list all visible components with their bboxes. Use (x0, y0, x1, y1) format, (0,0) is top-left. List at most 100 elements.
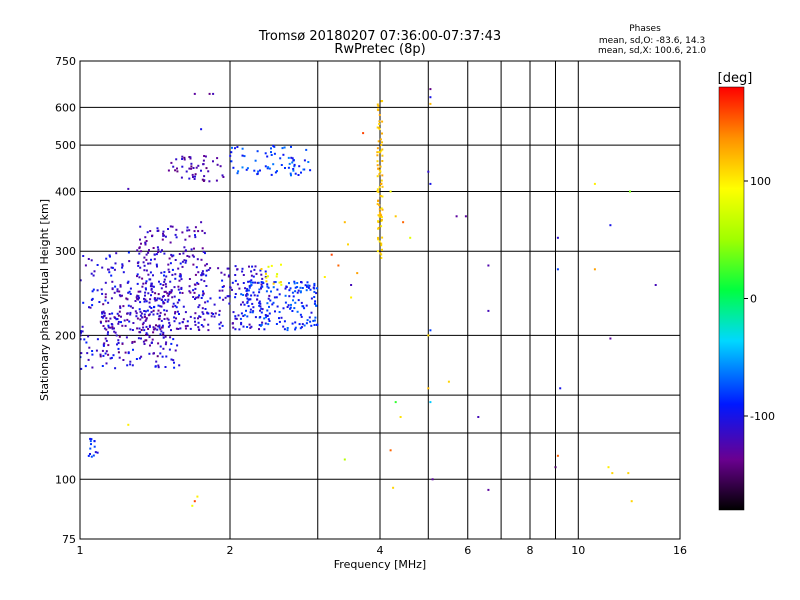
data-point (306, 319, 309, 322)
data-point (103, 327, 106, 330)
data-point (156, 312, 159, 315)
data-point (298, 323, 301, 326)
data-point (171, 255, 174, 258)
data-point (261, 321, 264, 324)
data-point (102, 325, 105, 327)
data-point (268, 167, 271, 170)
data-point (186, 320, 189, 323)
data-point (143, 256, 146, 259)
data-point (84, 365, 87, 368)
data-point (173, 316, 176, 319)
data-point (301, 287, 304, 289)
data-point (284, 294, 287, 297)
data-point (380, 100, 383, 103)
data-point (343, 221, 346, 224)
data-point (266, 302, 269, 305)
data-point (163, 290, 166, 293)
data-point (161, 355, 164, 358)
data-point (154, 292, 157, 295)
data-point (93, 445, 96, 448)
data-point (380, 253, 383, 256)
data-point (243, 314, 246, 317)
data-point (203, 175, 206, 178)
data-point (116, 343, 118, 346)
data-point (268, 312, 271, 315)
data-point (157, 366, 160, 369)
data-point (175, 228, 178, 231)
data-point (91, 297, 94, 300)
data-point (310, 297, 313, 300)
data-point (201, 294, 204, 297)
data-point (272, 144, 275, 147)
data-point (152, 274, 154, 277)
data-point (176, 167, 178, 170)
data-point (197, 317, 199, 320)
data-point (195, 166, 198, 169)
data-point (83, 338, 86, 341)
data-point (378, 173, 381, 176)
data-point (93, 270, 96, 273)
data-point (111, 312, 114, 315)
data-point (103, 312, 106, 315)
data-point (178, 275, 181, 278)
data-point (381, 185, 384, 188)
data-point (254, 159, 257, 162)
data-point (160, 305, 163, 308)
data-point (194, 236, 197, 239)
data-point (181, 155, 184, 158)
data-point (212, 313, 215, 315)
y-tick-label: 600 (55, 101, 76, 114)
data-point (138, 252, 141, 255)
data-point (171, 273, 174, 276)
data-point (253, 294, 256, 297)
data-point (245, 168, 248, 171)
data-point (144, 291, 147, 294)
data-point (139, 314, 142, 317)
data-point (135, 312, 138, 315)
data-point (149, 285, 152, 288)
data-point (138, 276, 141, 279)
data-point (290, 156, 293, 159)
data-point (90, 455, 93, 458)
data-point (381, 248, 383, 251)
data-point (292, 159, 295, 162)
data-point (127, 280, 130, 283)
data-point (129, 328, 132, 331)
data-point (251, 311, 254, 314)
data-point (234, 265, 237, 268)
data-point (155, 299, 158, 302)
data-point (267, 166, 270, 169)
y-tick-label: 400 (55, 185, 76, 198)
data-point (376, 160, 379, 163)
data-point (274, 310, 276, 313)
data-point (145, 318, 148, 321)
data-point (139, 301, 142, 304)
data-point (162, 347, 165, 350)
data-point (303, 307, 306, 310)
data-point (293, 163, 296, 166)
data-point (156, 297, 159, 300)
data-point (234, 296, 237, 299)
data-point (230, 151, 233, 154)
data-point (162, 230, 165, 233)
data-point (85, 341, 88, 344)
data-point (269, 299, 272, 302)
data-point (219, 321, 222, 324)
data-point (163, 252, 166, 255)
data-point (272, 282, 275, 285)
data-point (144, 315, 146, 318)
data-point (127, 304, 130, 307)
data-point (121, 266, 124, 269)
data-point (80, 279, 82, 282)
data-point (161, 324, 164, 327)
data-point (189, 315, 192, 318)
data-point (609, 337, 612, 340)
data-point (180, 278, 183, 281)
data-point (156, 355, 159, 358)
data-point (155, 253, 158, 256)
x-tick-labels: 1 2 4 6 8 10 16 (77, 544, 688, 557)
data-point (202, 250, 205, 253)
data-point (380, 179, 383, 182)
data-point (188, 285, 191, 288)
data-point (378, 211, 381, 214)
